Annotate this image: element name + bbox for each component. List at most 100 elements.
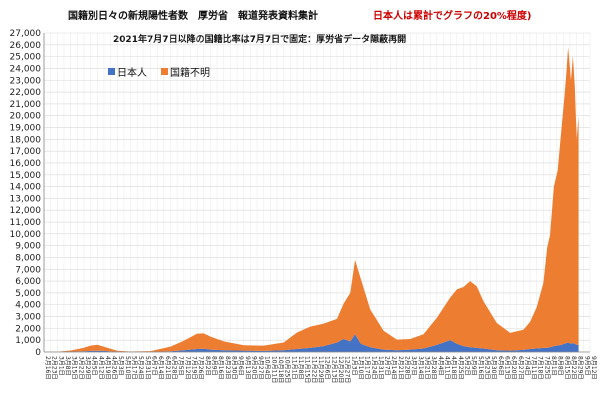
x-tick-label: 5月30日 bbox=[490, 356, 497, 379]
x-tick-label: 11月1日 bbox=[290, 356, 297, 379]
x-tick-label: 3月29日 bbox=[84, 356, 91, 379]
y-tick-label: 18,000 bbox=[10, 135, 42, 145]
y-tick-label: 5,000 bbox=[15, 289, 41, 299]
x-tick-label: 12月27日 bbox=[344, 356, 351, 383]
x-tick-label: 6月21日 bbox=[164, 356, 171, 379]
x-tick-label: 9月5日 bbox=[583, 356, 590, 376]
y-tick-label: 14,000 bbox=[10, 183, 42, 193]
x-tick-label: 6月13日 bbox=[503, 356, 510, 379]
y-tick-label: 20,000 bbox=[10, 112, 42, 122]
legend: 日本人 国籍不明 bbox=[108, 66, 210, 79]
x-tick-label: 9月6日 bbox=[237, 356, 244, 376]
x-tick-label: 6月7日 bbox=[151, 356, 158, 376]
chart-title: 国籍別日々の新規陽性者数 厚労省 報道発表資料集計 bbox=[68, 9, 318, 22]
x-tick-label: 8月23日 bbox=[224, 356, 231, 379]
y-tick-label: 3,000 bbox=[15, 313, 41, 323]
y-tick-label: 1,000 bbox=[15, 336, 41, 346]
x-tick-label: 4月12日 bbox=[97, 356, 104, 379]
x-tick-label: 9月20日 bbox=[250, 356, 257, 379]
y-tick-label: 17,000 bbox=[10, 147, 42, 157]
y-tick-label: 0 bbox=[35, 348, 41, 358]
y-tick-label: 26,000 bbox=[10, 41, 42, 51]
x-tick-label: 2月14日 bbox=[390, 356, 397, 379]
y-tick-label: 13,000 bbox=[10, 194, 42, 204]
x-tick-label: 6月6日 bbox=[497, 356, 504, 376]
y-tick-label: 23,000 bbox=[10, 76, 42, 86]
area-series-0 bbox=[44, 334, 579, 352]
x-tick-label: 9月12日 bbox=[590, 356, 597, 379]
x-tick-label: 3月14日 bbox=[417, 356, 424, 379]
x-tick-label: 4月18日 bbox=[450, 356, 457, 379]
y-tick-label: 24,000 bbox=[10, 64, 42, 74]
x-tick-label: 10月18日 bbox=[277, 356, 284, 383]
y-tick-label: 11,000 bbox=[10, 218, 42, 228]
x-tick-label: 9月27日 bbox=[257, 356, 264, 379]
y-tick-label: 15,000 bbox=[10, 171, 42, 181]
y-tick-label: 21,000 bbox=[10, 100, 42, 110]
x-tick-label: 6月20日 bbox=[510, 356, 517, 379]
x-tick-label: 3月8日 bbox=[64, 356, 71, 376]
x-tick-label: 10月25日 bbox=[284, 356, 291, 383]
y-tick-label: 16,000 bbox=[10, 159, 42, 169]
legend-swatch-unknown-nationality bbox=[161, 68, 168, 75]
y-tick-label: 27,000 bbox=[10, 29, 42, 39]
x-tick-label: 7月11日 bbox=[530, 356, 537, 379]
x-tick-label: 10月11日 bbox=[270, 356, 277, 383]
x-tick-label: 6月28日 bbox=[171, 356, 178, 379]
x-tick-label: 4月5日 bbox=[91, 356, 98, 376]
legend-label-unknown-nationality: 国籍不明 bbox=[170, 66, 210, 79]
x-tick-label: 1月3日 bbox=[350, 356, 357, 376]
x-tick-label: 9月13日 bbox=[244, 356, 251, 379]
x-tick-label: 5月3日 bbox=[117, 356, 124, 376]
y-tick-label: 9,000 bbox=[15, 242, 41, 252]
x-tick-label: 12月13日 bbox=[330, 356, 337, 383]
x-tick-label: 5月23日 bbox=[483, 356, 490, 379]
x-tick-label: 7月12日 bbox=[184, 356, 191, 379]
legend-label-japanese: 日本人 bbox=[117, 66, 147, 79]
x-tick-label: 11月15日 bbox=[304, 356, 311, 383]
x-tick-label: 8月9日 bbox=[210, 356, 217, 376]
x-tick-label: 7月25日 bbox=[543, 356, 550, 379]
y-tick-label: 4,000 bbox=[15, 301, 41, 311]
x-tick-label: 2月23日 bbox=[51, 356, 58, 379]
x-tick-label: 8月15日 bbox=[563, 356, 570, 379]
y-tick-label: 19,000 bbox=[10, 124, 42, 134]
grid-layer bbox=[43, 32, 591, 353]
y-tick-label: 6,000 bbox=[15, 277, 41, 287]
x-tick-label: 7月18日 bbox=[537, 356, 544, 379]
y-tick-label: 10,000 bbox=[10, 230, 42, 240]
x-tick-label: 8月29日 bbox=[577, 356, 584, 379]
chart-subtitle: 2021年7月7日以降の国籍比率は7月7日で固定：厚労省データ隠蔽再開 bbox=[113, 33, 406, 45]
x-tick-label: 5月10日 bbox=[124, 356, 131, 379]
y-tick-label: 25,000 bbox=[10, 53, 42, 63]
x-tick-label: 1月24日 bbox=[370, 356, 377, 379]
x-tick-label: 5月2日 bbox=[463, 356, 470, 376]
x-tick-label: 3月21日 bbox=[424, 356, 431, 379]
x-tick-label: 3月7日 bbox=[410, 356, 417, 376]
x-tick-label: 5月31日 bbox=[144, 356, 151, 379]
x-tick-label: 11月22日 bbox=[310, 356, 317, 383]
x-tick-label: 12月6日 bbox=[324, 356, 331, 379]
x-tick-label: 1月31日 bbox=[377, 356, 384, 379]
x-tick-label: 3月15日 bbox=[71, 356, 78, 379]
x-tick-label: 7月19日 bbox=[190, 356, 197, 379]
x-tick-label: 5月17日 bbox=[131, 356, 138, 379]
chart-title-note: 日本人は累計でグラフの20%程度) bbox=[373, 9, 532, 22]
x-tick-label: 1月10日 bbox=[357, 356, 364, 379]
x-tick-label: 6月27日 bbox=[517, 356, 524, 379]
x-axis: 2月16日 2月23日 3月1日 3月8日 3月15日 3月22日 3月29日 4月5日 4月1… bbox=[44, 351, 597, 383]
x-tick-label: 8月8日 bbox=[557, 356, 564, 376]
y-tick-label: 12,000 bbox=[10, 206, 42, 216]
y-tick-label: 22,000 bbox=[10, 88, 42, 98]
x-tick-label: 5月16日 bbox=[477, 356, 484, 379]
x-tick-label: 7月5日 bbox=[177, 356, 184, 376]
x-tick-label: 4月25日 bbox=[457, 356, 464, 379]
x-tick-label: 3月28日 bbox=[430, 356, 437, 379]
legend-swatch-japanese bbox=[108, 68, 115, 75]
y-tick-label: 2,000 bbox=[15, 324, 41, 334]
y-tick-label: 7,000 bbox=[15, 265, 41, 275]
x-tick-label: 8月1日 bbox=[550, 356, 557, 376]
